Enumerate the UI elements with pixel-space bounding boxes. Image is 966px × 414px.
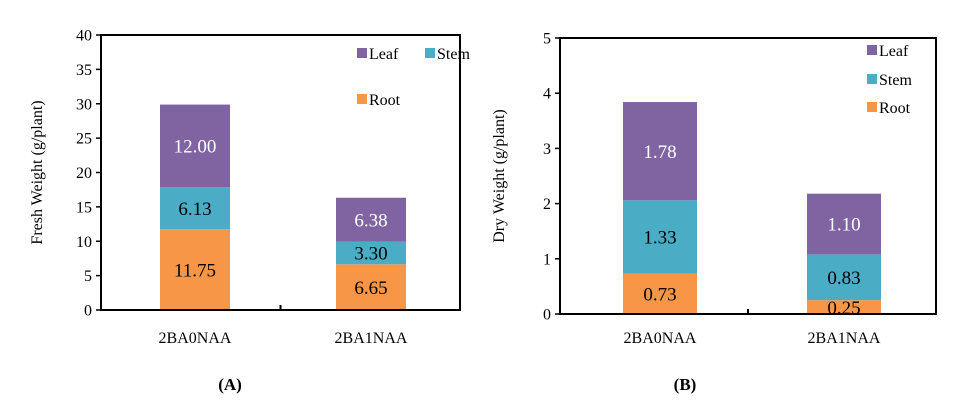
chart-dry-weight: 0.73 1.33 1.78 2BA0NAA 0.25 0.83 1.10 2BA1NAA 0 1… <box>491 31 937 394</box>
bar-segment-leaf <box>807 193 881 255</box>
legend-swatch-leaf <box>867 45 877 55</box>
y-tick-label: 2 <box>543 196 551 213</box>
bar-segment-stem <box>336 241 406 265</box>
legend-swatch-root <box>357 94 367 104</box>
data-label-root: 0.25 <box>827 298 860 319</box>
legend-swatch-leaf <box>357 48 367 58</box>
y-tick-label: 15 <box>76 199 92 216</box>
x-tick-label: 2BA0NAA <box>624 330 697 347</box>
plot-frame <box>100 34 461 311</box>
bar-segment-stem <box>807 254 881 301</box>
y-tick-label: 30 <box>76 96 92 113</box>
y-tick-label: 3 <box>543 141 551 158</box>
y-tick-label: 1 <box>543 251 551 268</box>
panel-label: (A) <box>218 375 242 394</box>
legend-label-stem: Stem <box>879 72 912 89</box>
y-axis-label: Fresh Weight (g/plant) <box>29 100 46 244</box>
y-axis-label: Dry Weight (g/plant) <box>491 109 508 243</box>
data-label-root: 0.73 <box>643 285 676 306</box>
data-label-root: 6.65 <box>354 278 387 299</box>
data-label-stem: 0.83 <box>827 268 860 289</box>
y-tick-label: 25 <box>76 131 92 148</box>
y-tick-label: 5 <box>543 31 551 48</box>
legend-label-leaf: Leaf <box>369 46 399 63</box>
bar-segment-root <box>336 264 406 310</box>
panel-label: (B) <box>674 375 697 394</box>
bar-segment-stem <box>160 187 230 230</box>
legend-label-root: Root <box>369 92 401 109</box>
data-label-leaf: 12.00 <box>174 136 217 157</box>
legend-label-stem: Stem <box>437 46 470 63</box>
y-tick-label: 4 <box>543 86 551 103</box>
data-label-stem: 1.33 <box>643 228 676 249</box>
y-tick-label: 0 <box>543 307 551 324</box>
data-label-leaf: 1.78 <box>643 142 676 163</box>
x-tick-label: 2BA1NAA <box>808 330 881 347</box>
bar-segment-leaf <box>336 197 406 242</box>
bar-segment-stem <box>623 200 697 274</box>
data-label-stem: 6.13 <box>178 199 211 220</box>
chart-fresh-weight: 11.75 6.13 12.00 2BA0NAA 6.65 3.30 6.38 2BA1NAA… <box>29 28 470 395</box>
data-label-leaf: 6.38 <box>354 210 387 231</box>
y-tick-label: 0 <box>84 303 92 320</box>
x-tick-label: 2BA1NAA <box>335 330 408 347</box>
bar-segment-root <box>807 300 881 314</box>
bar-segment-root <box>160 229 230 310</box>
bar-segment-leaf <box>623 102 697 201</box>
data-label-stem: 3.30 <box>354 244 387 265</box>
legend-swatch-stem <box>867 74 877 84</box>
y-tick-label: 40 <box>76 28 92 45</box>
bar-segment-leaf <box>160 104 230 188</box>
y-tick-label: 20 <box>76 165 92 182</box>
legend-label-root: Root <box>879 100 911 117</box>
legend-swatch-stem <box>425 48 435 58</box>
legend-label-leaf: Leaf <box>879 43 909 60</box>
x-tick-label: 2BA0NAA <box>159 330 232 347</box>
y-tick-label: 10 <box>76 234 92 251</box>
legend-swatch-root <box>867 102 877 112</box>
data-label-leaf: 1.10 <box>827 215 860 236</box>
y-tick-label: 35 <box>76 62 92 79</box>
bar-segment-root <box>623 273 697 314</box>
data-label-root: 11.75 <box>174 260 216 281</box>
y-tick-label: 5 <box>84 268 92 285</box>
